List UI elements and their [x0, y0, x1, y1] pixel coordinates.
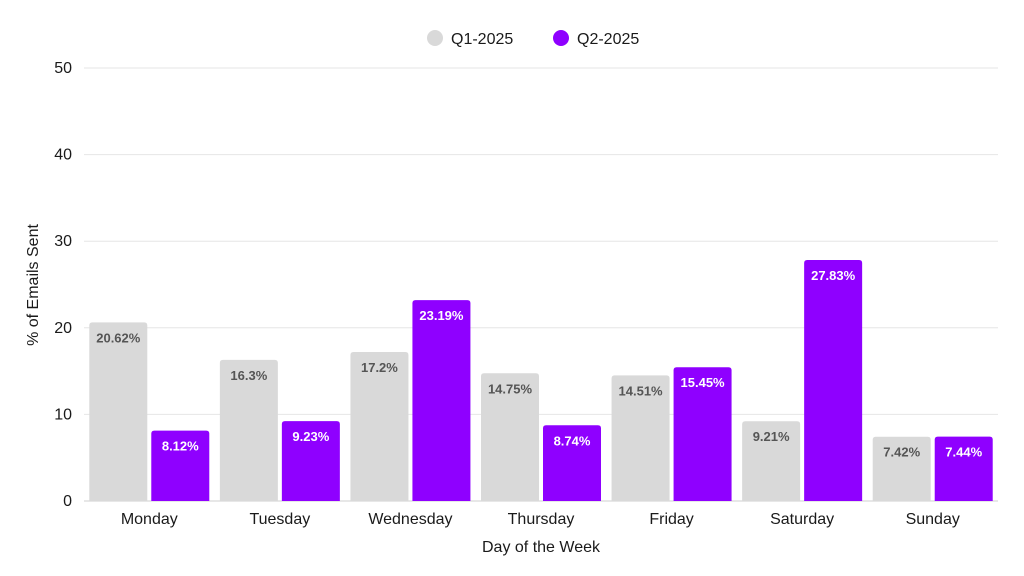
x-axis-title: Day of the Week	[482, 539, 601, 556]
bar-q2-2025-sunday	[934, 436, 993, 501]
legend-swatch	[427, 30, 443, 46]
x-tick-label: Monday	[121, 511, 178, 528]
data-label: 14.51%	[619, 383, 664, 398]
bar-q2-2025-friday	[673, 367, 732, 501]
y-tick-label: 20	[54, 320, 72, 337]
x-tick-label: Sunday	[906, 511, 960, 528]
data-label: 20.62%	[96, 330, 141, 345]
bar-q1-2025-friday	[611, 375, 670, 501]
data-label: 9.23%	[292, 429, 329, 444]
data-label: 7.42%	[883, 445, 920, 460]
bars: 20.62% 8.12% 16.3% 9.23% 17.2% 23.19% 14.75% 8.…	[89, 259, 993, 501]
bar-q2-2025-wednesday	[412, 300, 471, 501]
x-tick-label: Friday	[649, 511, 693, 528]
y-tick-label: 50	[54, 60, 72, 77]
y-axis-title: % of Emails Sent	[25, 224, 42, 346]
data-label: 7.44%	[945, 445, 982, 460]
legend-swatch	[553, 30, 569, 46]
bar-q1-2025-wednesday	[350, 352, 409, 501]
x-tick-label: Thursday	[508, 511, 575, 528]
x-tick-label: Wednesday	[368, 511, 452, 528]
bar-q2-2025-thursday	[543, 425, 601, 501]
bar-q2-2025-monday	[151, 430, 210, 501]
data-label: 16.3%	[230, 368, 267, 383]
legend-label: Q2-2025	[577, 31, 639, 48]
bar-q1-2025-monday	[89, 322, 148, 501]
x-tick-label: Tuesday	[249, 511, 310, 528]
data-label: 8.12%	[162, 439, 199, 454]
x-tick-label: Saturday	[770, 511, 834, 528]
bar-q2-2025-tuesday	[281, 421, 340, 501]
data-label: 8.74%	[554, 433, 591, 448]
data-label: 23.19%	[419, 308, 464, 323]
data-label: 27.83%	[811, 268, 856, 283]
data-label: 14.75%	[488, 381, 533, 396]
x-axis-ticks: Monday Tuesday Wednesday Thursday Friday Satu…	[121, 511, 960, 528]
y-tick-label: 40	[54, 147, 72, 164]
bar-q1-2025-thursday	[481, 373, 539, 501]
legend-label: Q1-2025	[451, 31, 513, 48]
bar-q1-2025-sunday	[872, 436, 931, 501]
y-tick-label: 10	[54, 406, 72, 423]
bar-q1-2025-tuesday	[219, 359, 278, 501]
data-label: 15.45%	[681, 375, 726, 390]
y-tick-label: 30	[54, 233, 72, 250]
bar-q1-2025-saturday	[742, 421, 801, 501]
data-label: 17.2%	[361, 360, 398, 375]
y-tick-label: 0	[63, 493, 72, 510]
y-axis-ticks: 0 10 20 30 40 50	[54, 60, 72, 510]
data-label: 9.21%	[753, 429, 790, 444]
legend: Q1-2025 Q2-2025	[427, 30, 639, 48]
bar-q2-2025-saturday	[804, 259, 863, 501]
